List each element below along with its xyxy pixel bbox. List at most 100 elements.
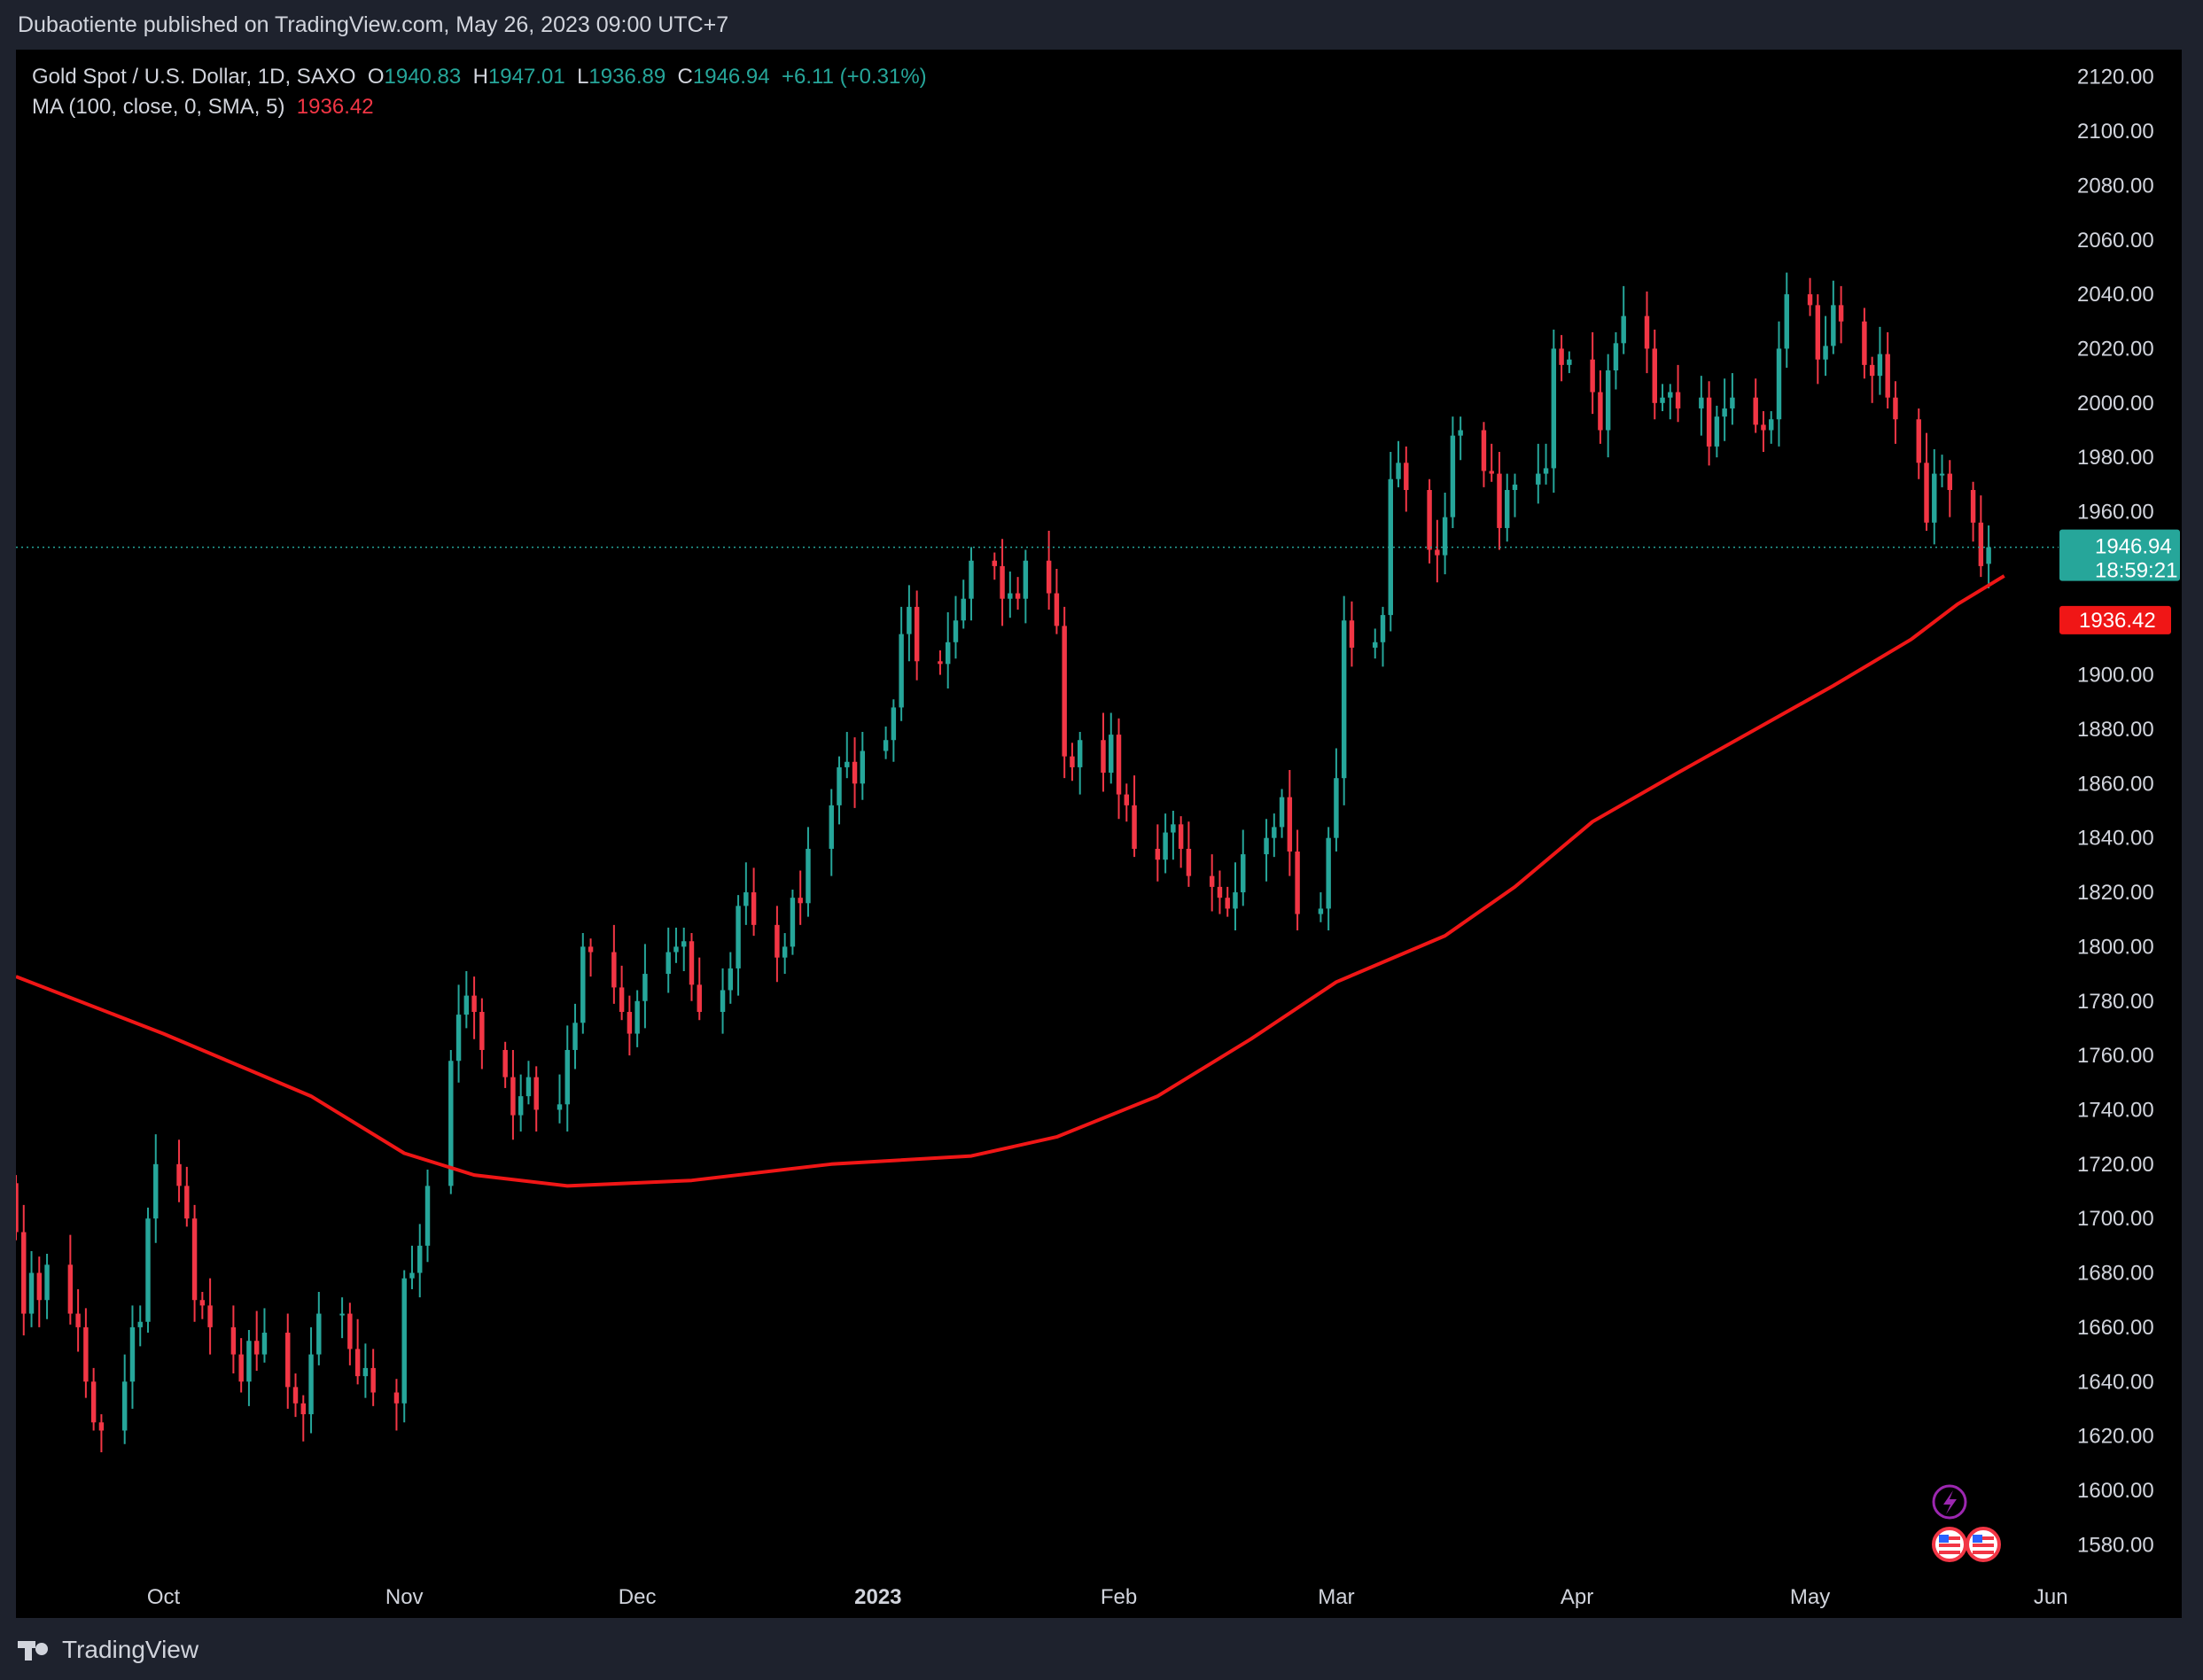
us-flag-icon[interactable]	[1932, 1527, 1967, 1562]
candle	[1341, 595, 1347, 805]
candle	[83, 1308, 89, 1398]
candle	[393, 1379, 400, 1431]
candle	[1178, 816, 1184, 868]
candle	[285, 1313, 291, 1409]
candle	[860, 732, 866, 800]
tradingview-logo-icon[interactable]	[18, 1637, 53, 1662]
us-flag-icon[interactable]	[1966, 1527, 2001, 1562]
candle	[67, 1234, 74, 1325]
candle	[751, 867, 757, 937]
time-axis[interactable]: Oct Nov Dec 2023 Feb Mar Apr May Jun	[147, 1585, 2068, 1609]
candle	[471, 976, 477, 1039]
candle	[1497, 452, 1502, 550]
price-tick-label: 1720.00	[2077, 1153, 2154, 1177]
candle	[1559, 335, 1564, 382]
candle	[1186, 821, 1192, 887]
time-tick-label: 2023	[854, 1585, 901, 1609]
price-tick-label: 1980.00	[2077, 446, 2154, 470]
candle	[525, 1061, 532, 1105]
candle	[634, 990, 640, 1047]
candle	[1675, 364, 1681, 423]
candle	[75, 1288, 81, 1352]
candle	[720, 968, 726, 1034]
candle	[1023, 549, 1029, 624]
candle	[261, 1308, 268, 1363]
candle	[1668, 384, 1673, 420]
ma-value: 1936.42	[296, 95, 374, 119]
candle	[479, 998, 485, 1069]
candle	[1171, 811, 1176, 860]
high-label: H	[472, 65, 488, 89]
candle	[619, 965, 625, 1021]
candle	[253, 1311, 260, 1371]
candle	[308, 1326, 314, 1434]
candle	[1706, 381, 1712, 466]
candle	[409, 1245, 415, 1289]
chart-pane[interactable]: 2120.00 2100.00 2080.00 2060.00 2040.00 2020.…	[16, 50, 2182, 1618]
brand-name[interactable]: TradingView	[62, 1636, 199, 1663]
candle	[1396, 440, 1401, 487]
price-tick-label: 2020.00	[2077, 337, 2154, 361]
open-label: O	[367, 65, 385, 89]
time-tick-label: Nov	[385, 1585, 424, 1609]
candle	[191, 1204, 198, 1322]
price-tick-label: 1880.00	[2077, 718, 2154, 742]
candle	[1598, 370, 1603, 444]
candle	[1590, 332, 1595, 415]
candle	[1349, 601, 1355, 667]
price-tick-label: 1580.00	[2077, 1533, 2154, 1557]
open-value: 1940.83	[384, 65, 462, 89]
candle	[736, 895, 741, 996]
candle	[362, 1343, 369, 1398]
ohlc-legend-row: Gold Spot / U.S. Dollar, 1D, SAXO O1940.…	[32, 62, 927, 92]
lightning-icon[interactable]	[1932, 1484, 1967, 1520]
candle	[176, 1139, 182, 1202]
candle	[564, 1025, 570, 1132]
candle	[1877, 326, 1883, 395]
candle	[1652, 329, 1657, 420]
price-tick-label: 1760.00	[2077, 1044, 2154, 1068]
price-tick-label: 2080.00	[2077, 174, 2154, 198]
candle	[1543, 443, 1549, 485]
price-tick-label: 1860.00	[2077, 772, 2154, 796]
candle	[1722, 378, 1727, 441]
candle	[1970, 481, 1976, 542]
candle	[1442, 493, 1448, 575]
candle	[1512, 473, 1518, 517]
price-tick-label: 1960.00	[2077, 501, 2154, 525]
price-tick-label: 1740.00	[2077, 1098, 2154, 1122]
candle	[1776, 321, 1782, 447]
candle	[28, 1250, 35, 1327]
candle	[611, 924, 617, 1004]
candle	[36, 1256, 43, 1327]
candlestick-chart[interactable]: 2120.00 2100.00 2080.00 2060.00 2040.00 2020.…	[16, 50, 2182, 1618]
candle	[1567, 351, 1572, 374]
low-value: 1936.89	[588, 65, 666, 89]
candle	[153, 1134, 159, 1243]
candle	[1644, 292, 1650, 374]
candle	[1769, 411, 1774, 444]
symbol-title[interactable]: Gold Spot / U.S. Dollar, 1D, SAXO	[32, 65, 356, 89]
candle	[1450, 416, 1456, 528]
candle	[533, 1066, 539, 1132]
candle	[1807, 277, 1813, 316]
candles-layer	[16, 272, 1991, 1453]
candle	[207, 1278, 213, 1355]
ma-title[interactable]: MA (100, close, 0, SMA, 5)	[32, 95, 285, 119]
candle	[199, 1292, 206, 1319]
price-tick-label: 1900.00	[2077, 664, 2154, 688]
candle	[689, 933, 695, 1001]
candle	[1116, 718, 1122, 820]
candle	[790, 889, 796, 955]
candle	[1613, 332, 1619, 390]
last-price-label: 1946.94	[2095, 535, 2172, 559]
candle	[137, 1305, 143, 1347]
candle	[728, 952, 734, 1004]
price-axis[interactable]: 2120.00 2100.00 2080.00 2060.00 2040.00 2020.…	[2077, 66, 2154, 1558]
candle	[354, 1318, 361, 1385]
price-tick-label: 1620.00	[2077, 1425, 2154, 1449]
candle	[1295, 829, 1300, 930]
candle	[891, 699, 897, 762]
candle	[914, 590, 920, 681]
candle	[1730, 373, 1735, 425]
